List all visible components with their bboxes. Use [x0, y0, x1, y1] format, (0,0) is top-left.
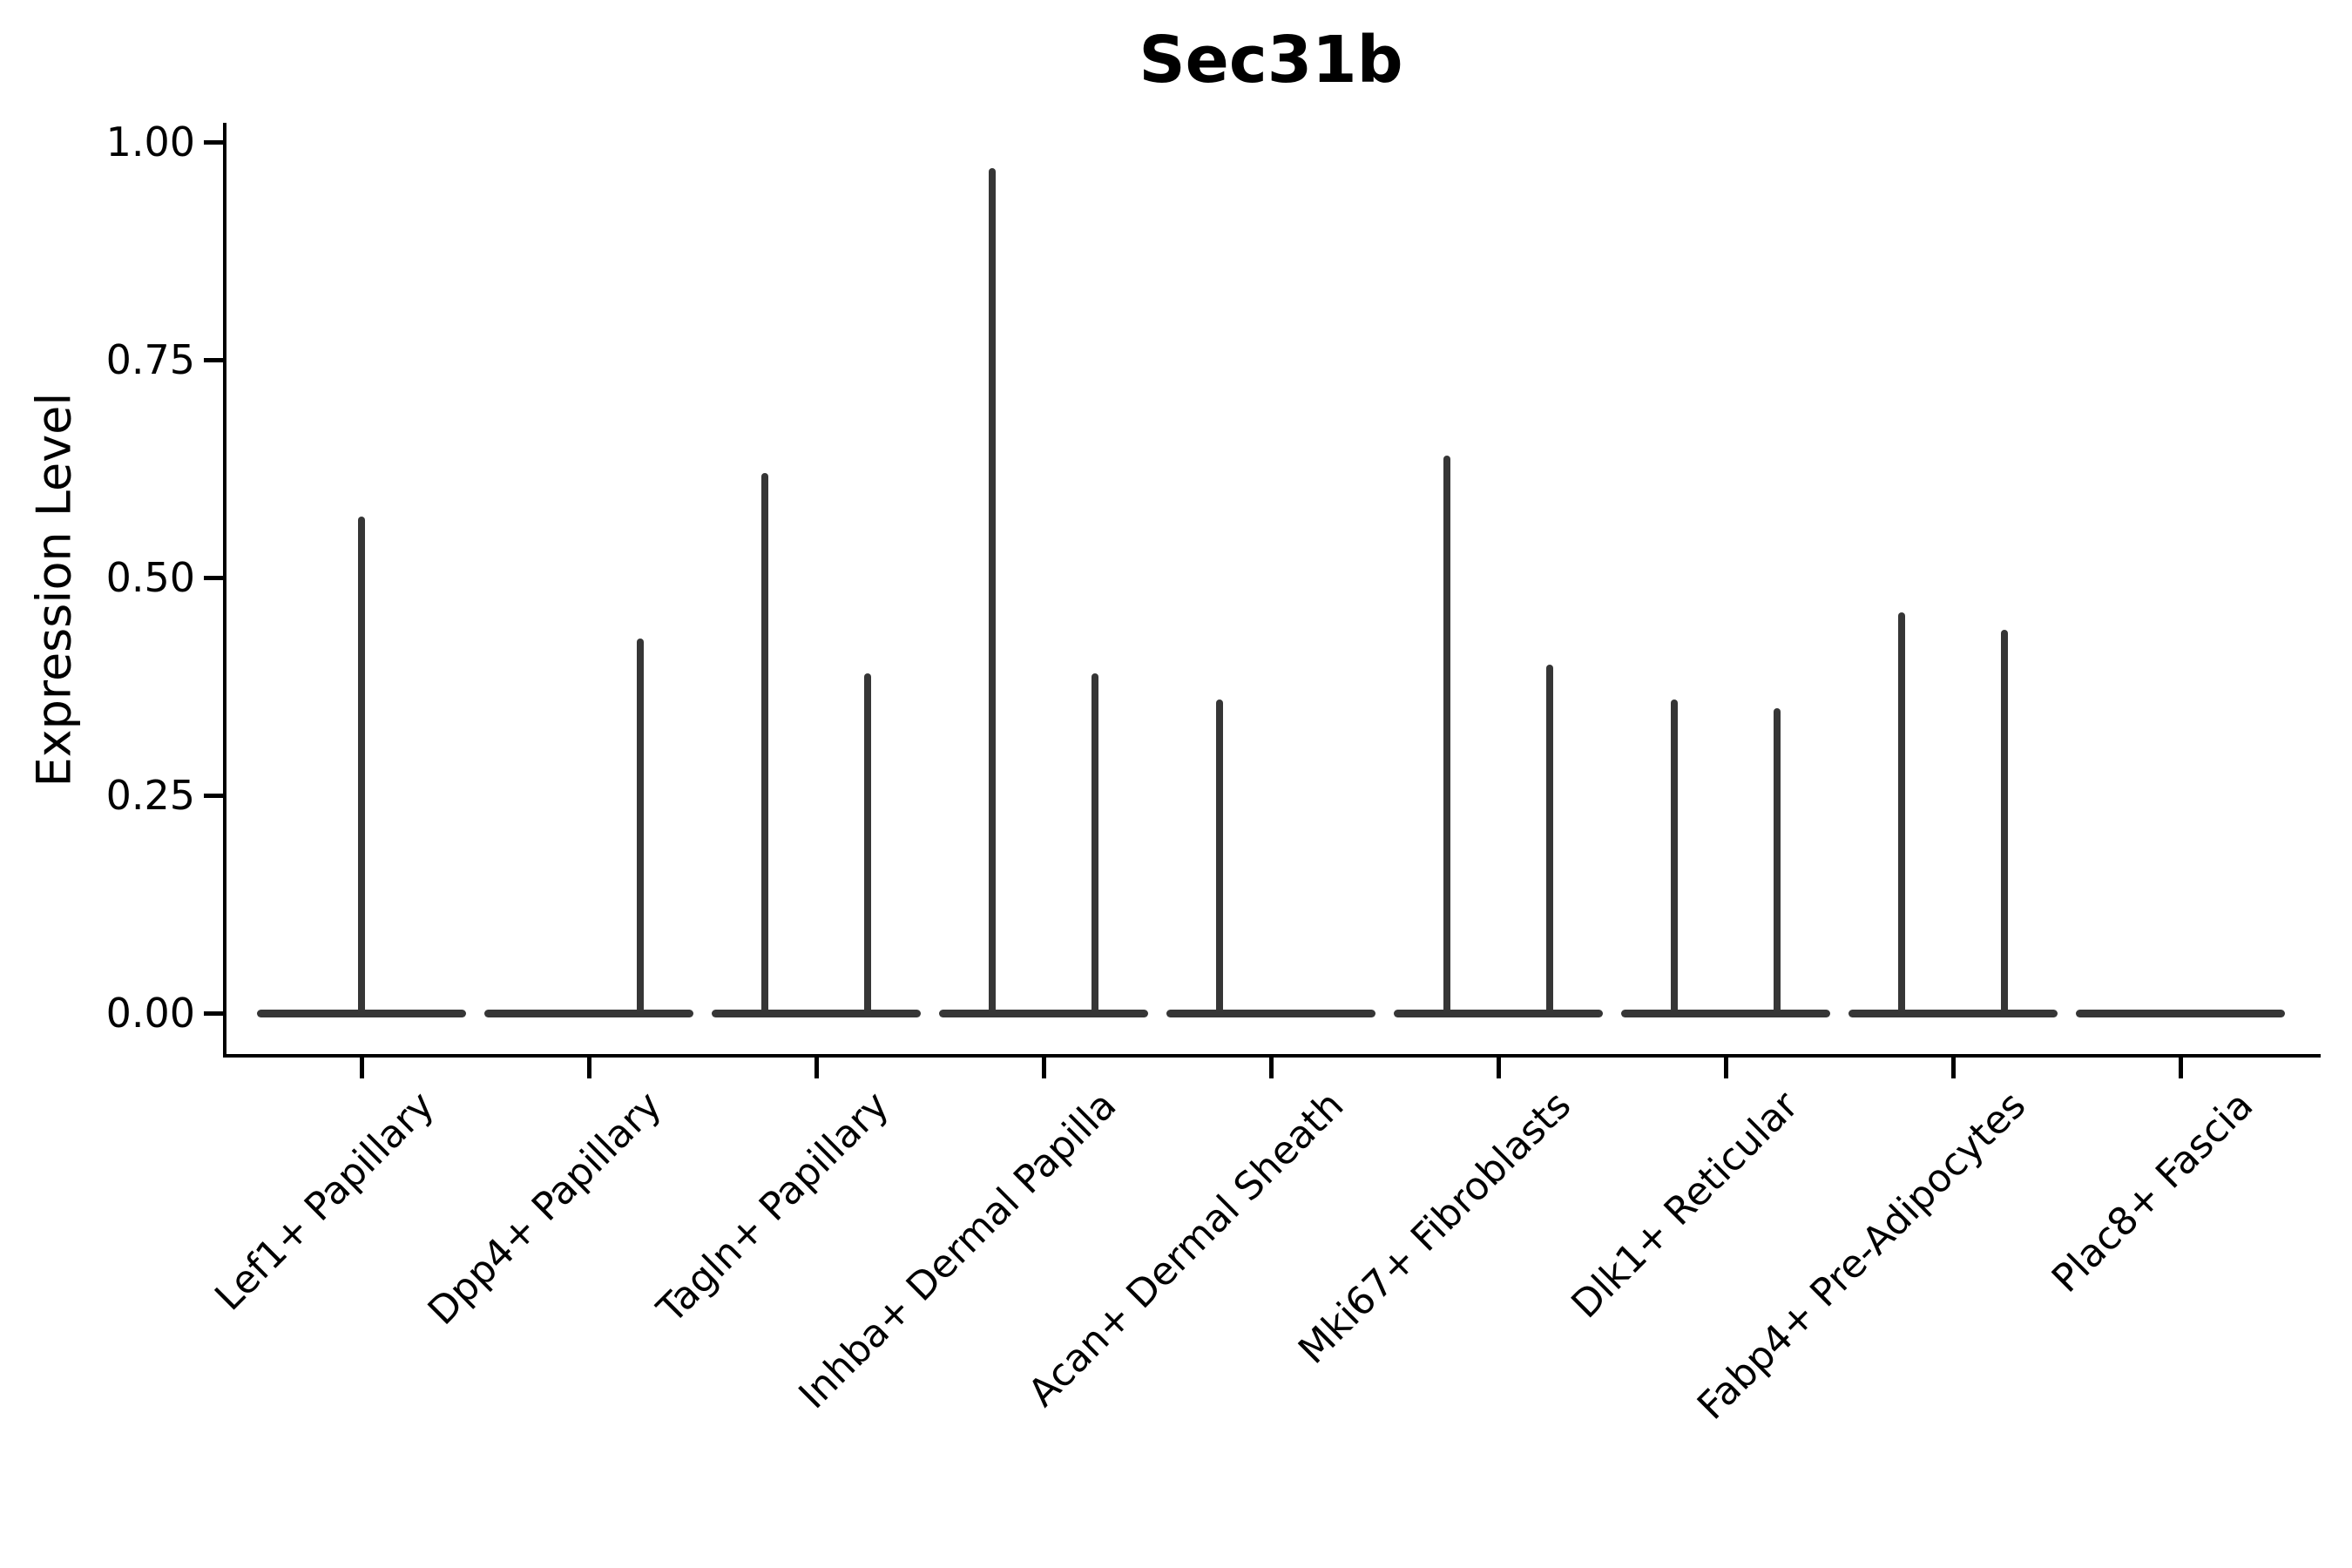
y-tick-label: 0.25 [105, 772, 195, 819]
violin-body [2076, 1010, 2285, 1017]
x-tick-mark [814, 1058, 819, 1078]
violin-body [1848, 1010, 2058, 1017]
violin-spike [1671, 700, 1678, 1013]
violin-spike [1774, 708, 1781, 1013]
violin-body [712, 1010, 921, 1017]
x-axis-spine [223, 1054, 2321, 1058]
x-tick-label: Dlk1+ Reticular [1563, 1083, 1808, 1328]
x-tick-mark [1497, 1058, 1501, 1078]
y-tick-label: 1.00 [105, 118, 195, 166]
y-tick-label: 0.50 [105, 554, 195, 601]
violin-body [484, 1010, 693, 1017]
violin-spike [637, 639, 644, 1013]
violin-body [1394, 1010, 1603, 1017]
y-tick-label: 0.75 [105, 336, 195, 383]
violin-spike [1092, 673, 1098, 1013]
y-tick-mark [204, 358, 225, 362]
violin-spike [1216, 700, 1223, 1013]
x-tick-label: Tagln+ Papillary [648, 1083, 898, 1332]
x-tick-mark [1951, 1058, 1956, 1078]
x-tick-label: Lef1+ Papillary [206, 1083, 443, 1320]
violin-spike [864, 673, 871, 1013]
y-tick-mark [204, 1011, 225, 1016]
x-tick-label: Dpp4+ Papillary [419, 1083, 671, 1334]
y-tick-label: 0.00 [105, 990, 195, 1037]
violin-body [1166, 1010, 1375, 1017]
x-tick-mark [1269, 1058, 1274, 1078]
x-tick-mark [1042, 1058, 1046, 1078]
violin-spike [989, 168, 996, 1013]
violin-body [939, 1010, 1148, 1017]
x-tick-mark [587, 1058, 591, 1078]
violin-body [257, 1010, 466, 1017]
violin-spike [761, 473, 768, 1013]
violin-spike [1443, 456, 1450, 1013]
violin-spike [1898, 612, 1905, 1013]
violin-spike [358, 517, 365, 1013]
violin-spike [2001, 630, 2008, 1013]
y-tick-mark [204, 794, 225, 798]
y-axis-spine [223, 123, 226, 1058]
y-tick-mark [204, 140, 225, 145]
y-tick-mark [204, 576, 225, 580]
violin-spike [1546, 665, 1553, 1013]
x-tick-mark [1724, 1058, 1728, 1078]
x-tick-mark [2179, 1058, 2183, 1078]
violin-body [1621, 1010, 1830, 1017]
chart-title: Sec31b [1139, 23, 1403, 98]
x-tick-label: Plac8+ Fascia [2043, 1083, 2262, 1301]
x-tick-mark [360, 1058, 364, 1078]
